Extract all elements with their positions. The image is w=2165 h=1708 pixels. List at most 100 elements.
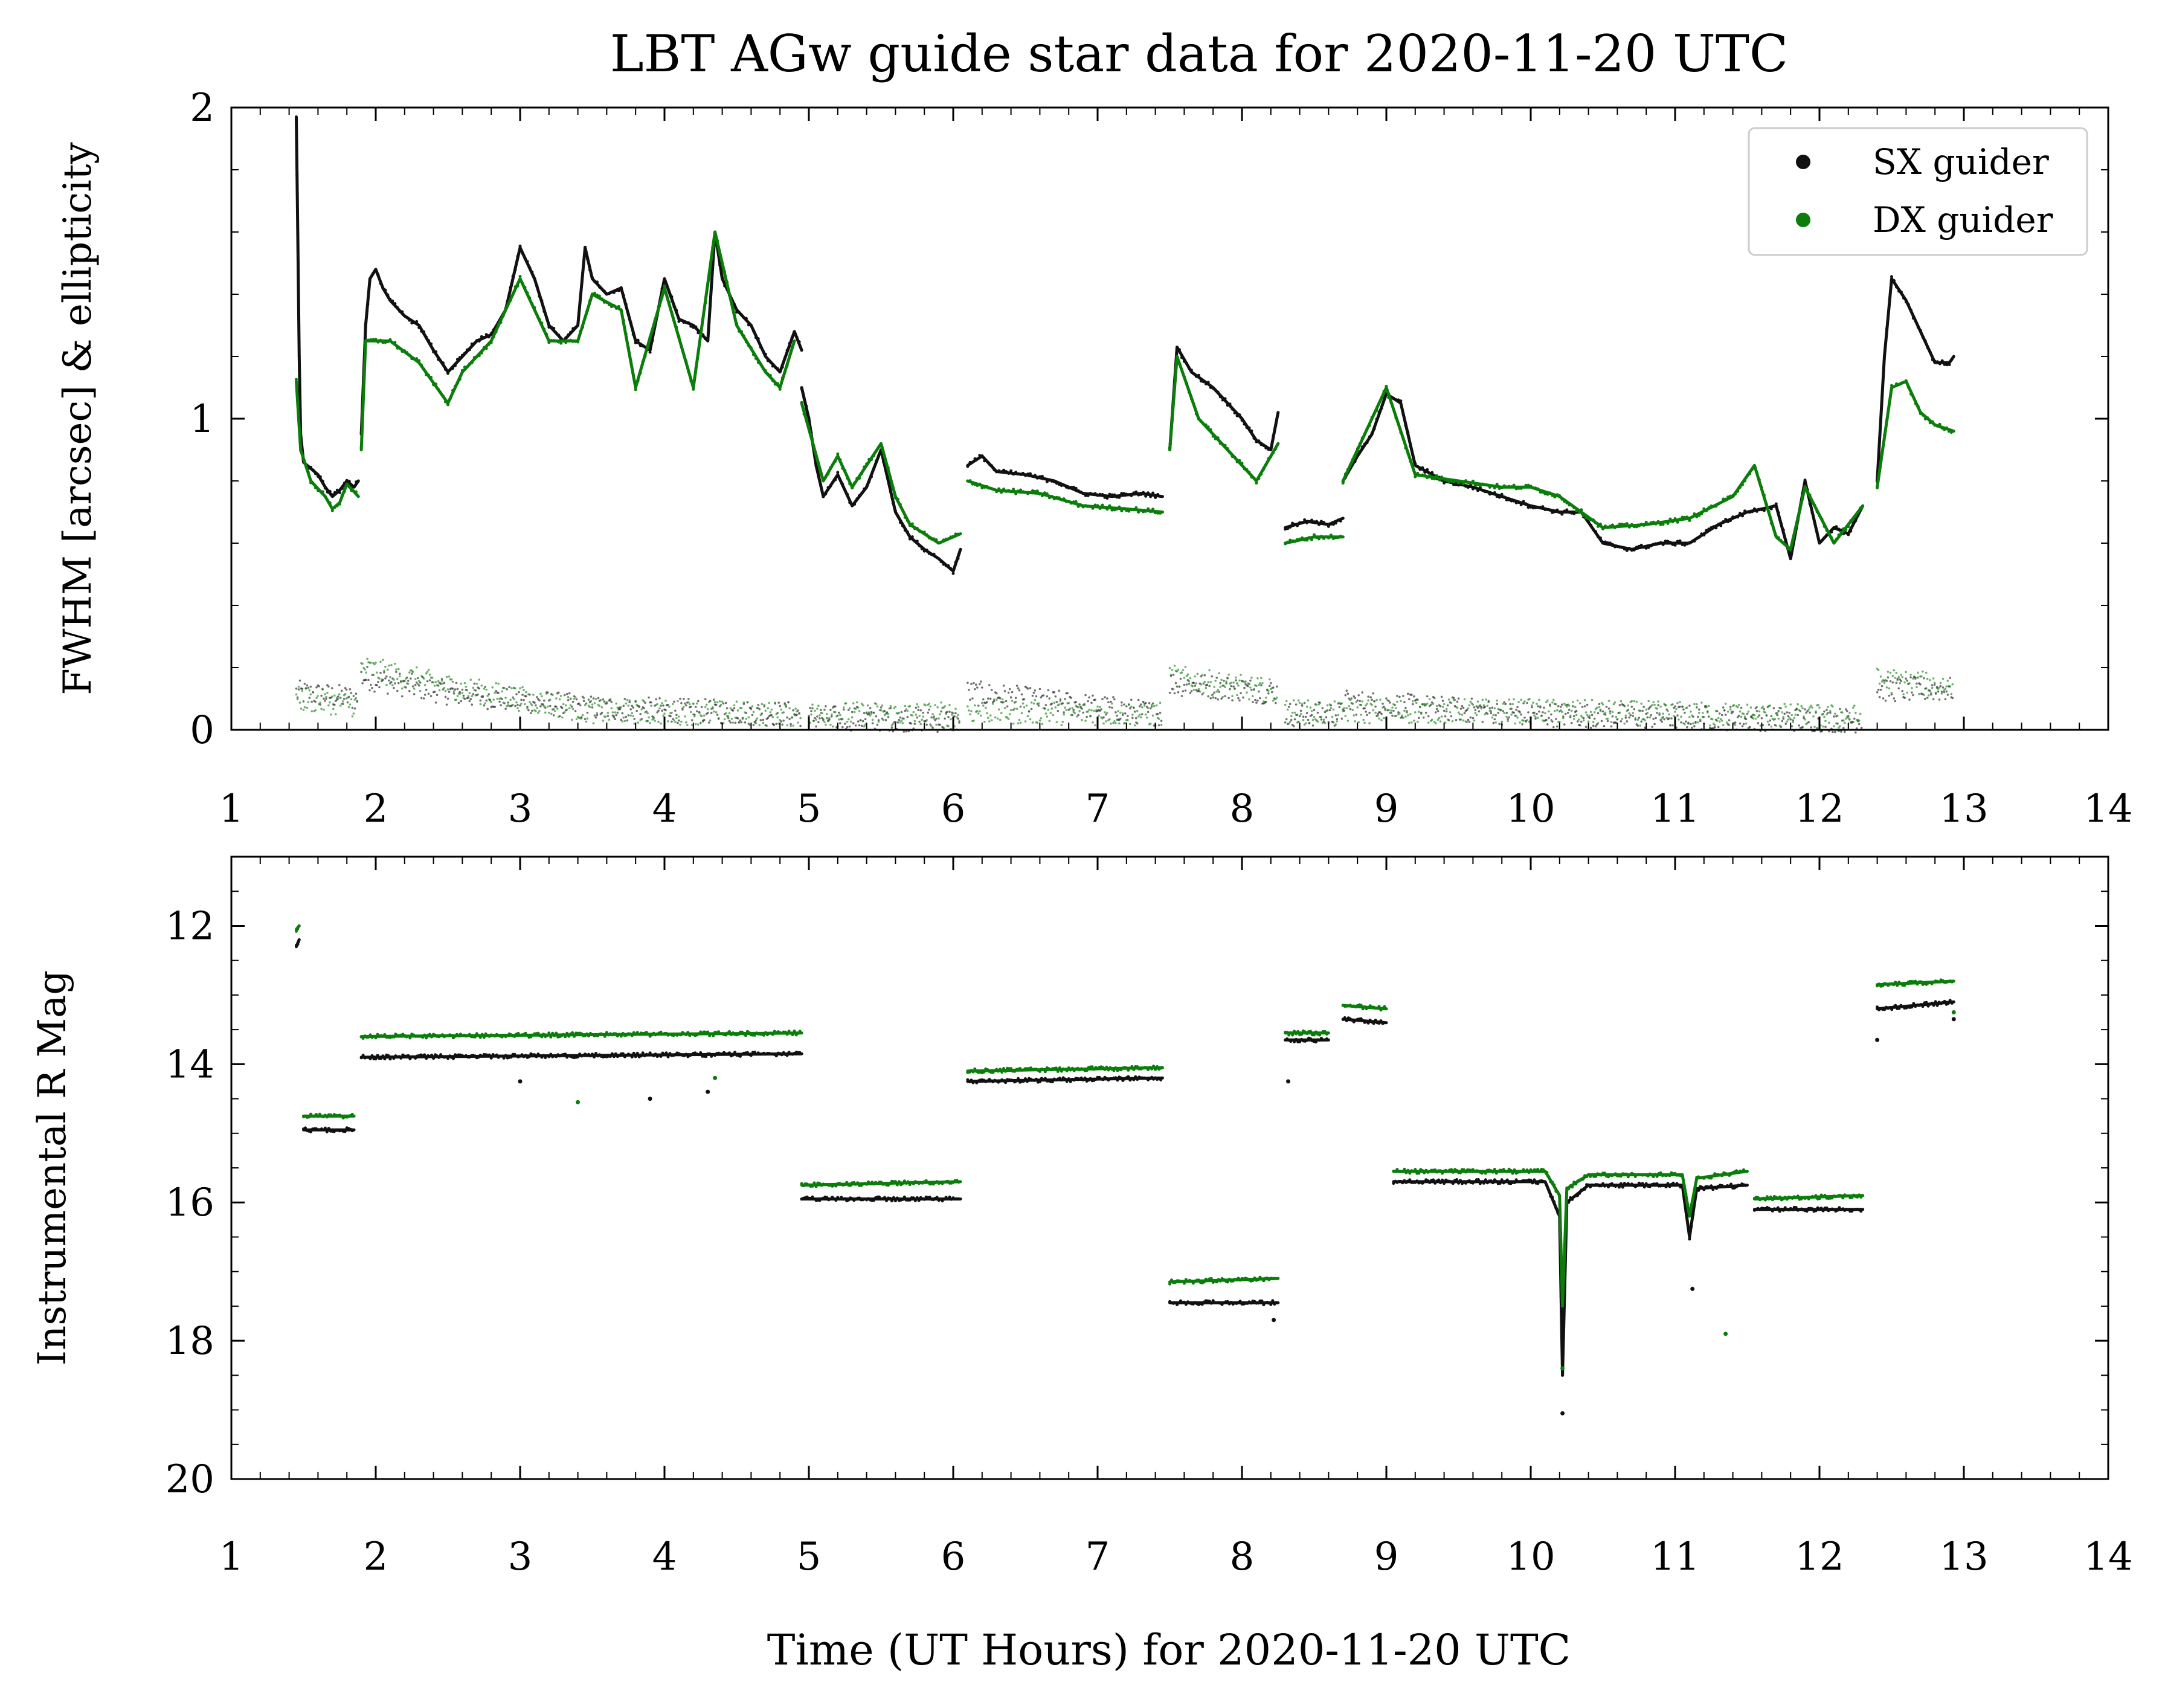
sx-ellipticity-point (1255, 701, 1258, 704)
sx-magnitude-point (423, 1053, 426, 1057)
sx-ellipticity-point (1185, 683, 1188, 686)
sx-fwhm-point (1762, 509, 1766, 512)
dx-ellipticity-point (1419, 706, 1421, 709)
sx-ellipticity-point (1848, 718, 1851, 721)
dx-ellipticity-point (1404, 715, 1407, 718)
dx-fwhm-point (1154, 511, 1157, 515)
sx-ellipticity-point (710, 712, 713, 715)
dx-ellipticity-point (1192, 689, 1195, 691)
sx-ellipticity-point (1655, 717, 1657, 720)
dx-ellipticity-point (958, 720, 960, 723)
dx-ellipticity-point (1104, 711, 1106, 714)
dx-ellipticity-point (687, 701, 690, 704)
sx-ellipticity-point (315, 686, 318, 689)
sx-ellipticity-point (1682, 708, 1685, 711)
dx-ellipticity-point (672, 703, 674, 706)
dx-ellipticity-point (1048, 720, 1051, 722)
sx-ellipticity-point (1624, 717, 1627, 719)
sx-ellipticity-point (1359, 700, 1361, 702)
dx-ellipticity-point (1887, 671, 1890, 673)
dx-fwhm-point (1197, 417, 1200, 421)
dx-fwhm-point (1185, 381, 1188, 385)
sx-ellipticity-point (627, 714, 630, 717)
dx-ellipticity-point (1047, 708, 1050, 711)
sx-fwhm-point (1040, 474, 1044, 478)
dx-fwhm-point (1317, 537, 1321, 541)
sx-fwhm-point (754, 336, 758, 340)
dx-ellipticity-point (1149, 723, 1152, 725)
dx-ellipticity-point (1582, 719, 1585, 722)
dx-ellipticity-point (1095, 709, 1098, 712)
dx-fwhm-point (896, 497, 899, 501)
dx-ellipticity-point (764, 709, 767, 712)
dx-ellipticity-point (1951, 683, 1954, 686)
sx-ellipticity-point (1665, 708, 1668, 711)
sx-ellipticity-point (1363, 707, 1366, 710)
dx-fwhm-point (381, 341, 385, 344)
dx-ellipticity-point (1516, 717, 1519, 719)
dx-fwhm-point (1389, 401, 1393, 404)
dx-fwhm-point (1033, 489, 1037, 493)
dx-fwhm-point (1421, 473, 1424, 477)
dx-fwhm-point (564, 341, 568, 344)
dx-fwhm-point (1714, 504, 1718, 508)
sx-fwhm-point (918, 544, 921, 547)
sx-fwhm-point (1597, 535, 1600, 538)
sx-ellipticity-point (734, 721, 737, 724)
sx-fwhm-point (694, 325, 698, 329)
sx-ellipticity-point (656, 711, 658, 714)
sx-fwhm-point (1526, 506, 1530, 509)
dx-fwhm-point (1319, 535, 1323, 538)
sx-ellipticity-point (1563, 723, 1566, 726)
dx-ellipticity-point (1615, 715, 1618, 718)
sx-fwhm-point (1214, 388, 1217, 392)
dx-ellipticity-point (1171, 669, 1174, 671)
sx-ellipticity-point (1646, 716, 1649, 719)
sx-ellipticity-point (415, 682, 418, 684)
sx-magnitude-point (1467, 1179, 1471, 1182)
sx-ellipticity-point (371, 687, 373, 689)
sx-ellipticity-point (427, 692, 430, 695)
sx-ellipticity-point (1520, 713, 1522, 716)
sx-ellipticity-point (1472, 717, 1475, 720)
sx-ellipticity-point (1003, 690, 1006, 692)
sx-fwhm-point (323, 486, 327, 490)
dx-ellipticity-point (847, 718, 850, 721)
sx-fwhm-point (335, 488, 339, 492)
dx-fwhm-point (1060, 498, 1063, 501)
dx-fwhm-point (1149, 510, 1153, 514)
dx-fwhm-point (805, 417, 808, 421)
dx-fwhm-point (1906, 385, 1910, 389)
sx-fwhm-point (518, 244, 522, 248)
dx-ellipticity-point (1604, 711, 1607, 714)
sx-ellipticity-point (1271, 691, 1273, 694)
dx-ellipticity-point (1408, 721, 1411, 724)
dx-fwhm-point (1091, 506, 1095, 510)
sx-fwhm-point (1555, 508, 1559, 512)
sx-ellipticity-point (1899, 678, 1901, 681)
dx-ellipticity-point (427, 668, 430, 671)
dx-fwhm-point (1351, 458, 1354, 461)
sx-fwhm-point (1851, 521, 1855, 525)
sx-fwhm-point (1218, 395, 1222, 399)
dx-ellipticity-point (1418, 711, 1420, 713)
dx-ellipticity-point (1737, 704, 1740, 706)
sx-ellipticity-point (352, 695, 355, 697)
sx-fwhm-point (704, 337, 707, 341)
dx-ellipticity-point (535, 710, 537, 713)
sx-ellipticity-point (568, 692, 571, 695)
sx-fwhm-point (1921, 336, 1925, 340)
dx-ellipticity-point (1059, 700, 1062, 703)
sx-fwhm-point (1353, 460, 1357, 463)
sx-fwhm-point (1159, 495, 1162, 498)
sx-ellipticity-point (1557, 705, 1560, 707)
dx-ellipticity-point (1182, 669, 1185, 671)
sx-fwhm-point (1488, 492, 1491, 496)
sx-ellipticity-point (1769, 719, 1772, 722)
sx-ellipticity-point (1119, 717, 1122, 720)
dx-ellipticity-point (1301, 703, 1304, 706)
dx-fwhm-point (1512, 483, 1516, 487)
sx-fwhm-point (454, 364, 457, 367)
sx-fwhm-point (1729, 519, 1732, 523)
dx-ellipticity-point (1662, 712, 1664, 715)
